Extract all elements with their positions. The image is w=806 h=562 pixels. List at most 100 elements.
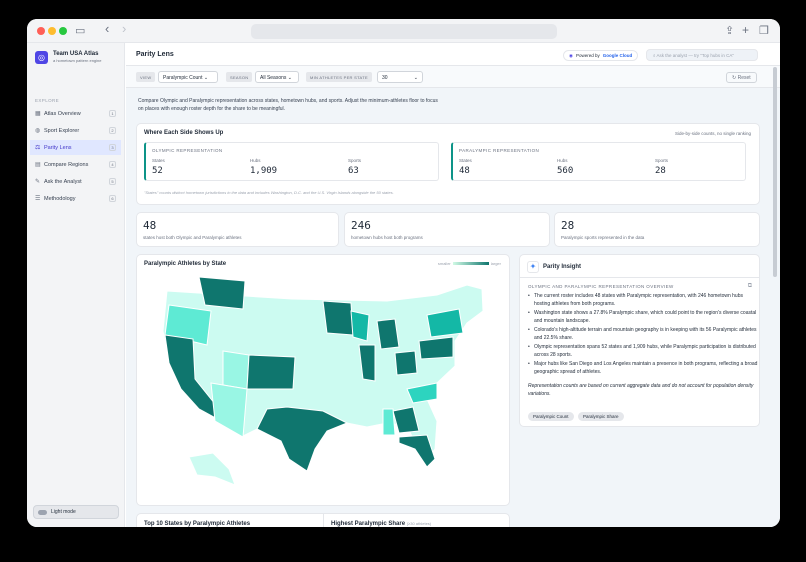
stat-label: Hubs [250,158,261,163]
stat-card-states: 48 states host both Olympic and Paralymp… [136,212,339,247]
back-icon[interactable]: ‹ [105,21,110,36]
globe-icon: ◍ [35,128,41,134]
stat-card-hubs: 246 hometown hubs host both programs [344,212,550,247]
state-washington [198,276,246,310]
light-mode-toggle[interactable]: Light mode [33,505,119,519]
min-athletes-select[interactable]: 30 ⌄ [377,71,423,83]
highest-share-title: Highest Paralympic Share (≥30 athletes) [331,521,431,527]
sidebar-item-label: Ask the Analyst [44,178,82,185]
state-florida [398,434,436,468]
main-content: Parity Lens ◉ Powered by Google Cloud ⌕ … [126,43,780,527]
insight-bullets: The current roster includes 48 states wi… [528,293,758,378]
share-icon[interactable]: ⇪ [725,25,735,37]
state-oregon [164,304,212,346]
legend-low-label: smaller [437,261,451,266]
insight-bullet: The current roster includes 48 states wi… [528,293,758,308]
shortcut-badge: 3 [109,144,116,151]
filter-bar: VIEW Paralympic Count ⌄ SEASON All Seaso… [126,66,780,88]
season-label: SEASON [226,72,253,82]
state-minnesota [322,300,354,336]
stat-number: 48 [143,219,157,232]
season-value: All Seasons [260,75,287,81]
address-bar[interactable] [251,24,557,39]
shortcut-badge: 4 [109,161,116,168]
copy-icon[interactable]: ⧉ [747,283,752,289]
brand-title: Team USA Atlas [53,51,99,57]
sidebar-icon[interactable]: ▭ [75,25,86,37]
close-window-button[interactable] [37,27,45,35]
compare-icon: ▤ [35,162,41,168]
stat-value: 63 [348,166,359,176]
season-select[interactable]: All Seasons ⌄ [255,71,299,83]
nav-section-label: EXPLORE [35,98,60,103]
powered-label: Powered by [575,53,600,58]
insight-heading: OLYMPIC AND PARALYMPIC REPRESENTATION OV… [528,284,674,289]
card-title: Where Each Side Shows Up [144,130,224,136]
ask-placeholder: Ask the analyst — try "Top hubs in CA" [656,53,735,58]
top-states-title: Top 10 States by Paralympic Athletes [144,521,251,527]
stat-value: 28 [655,166,666,176]
state-wisconsin [350,310,370,342]
sidebar-item-parity-lens[interactable]: ⚖ Parity Lens 3 [30,140,121,155]
min-athletes-value: 30 [382,75,388,81]
shortcut-badge: 6 [109,195,116,202]
us-choropleth-map [162,276,484,486]
sidebar-item-compare-regions[interactable]: ▤ Compare Regions 4 [30,157,121,172]
insight-bullet: Olympic representation spans 52 states a… [528,344,758,359]
stat-description: Paralympic sports represented in the dat… [561,235,645,240]
scrollbar[interactable] [773,67,777,277]
olympic-heading: OLYMPIC REPRESENTATION [152,148,223,153]
sidebar-item-atlas-overview[interactable]: ▦ Atlas Overview 1 [30,106,121,121]
chip-paralympic-count[interactable]: Paralympic Count [528,412,574,421]
stat-value: 52 [152,166,163,176]
page-title: Parity Lens [136,51,174,58]
state-new-york [426,308,464,338]
state-ohio [394,350,418,376]
stat-card-sports: 28 Paralympic sports represented in the … [554,212,760,247]
sidebar-item-ask-the-analyst[interactable]: ✎ Ask the Analyst 5 [30,174,121,189]
insight-bullet: Colorado's high-altitude terrain and mou… [528,327,758,342]
ask-analyst-input[interactable]: ⌕ Ask the analyst — try "Top hubs in CA" [646,49,758,61]
map-legend: smaller larger [438,261,501,266]
view-value: Paralympic Count [163,75,203,81]
new-tab-icon[interactable]: + [742,23,750,37]
legend-gradient [452,262,489,266]
divider [520,277,759,278]
state-colorado [246,354,296,390]
tabs-icon[interactable]: ❐ [759,25,769,37]
insight-bullet: Major hubs like San Diego and Los Angele… [528,361,758,376]
state-georgia [392,406,420,434]
stat-label: Hubs [557,158,568,163]
state-arizona [210,382,248,438]
olympic-sports: Sports 63 [348,158,361,176]
minimize-window-button[interactable] [48,27,56,35]
legend-high-label: larger [490,261,501,266]
state-alaska [188,452,236,486]
sidebar-item-label: Compare Regions [44,161,89,168]
paralympic-sports: Sports 28 [655,158,668,176]
min-athletes-label: MIN ATHLETES PER STATE [306,72,372,82]
stat-value: 1,909 [250,166,278,176]
state-michigan [376,318,400,350]
stat-label: Sports [655,158,669,163]
reset-button[interactable]: ↻ Reset [726,72,757,83]
sidebar-item-methodology[interactable]: ☰ Methodology 6 [30,191,121,206]
view-select[interactable]: Paralympic Count ⌄ [158,71,218,83]
map-title: Paralympic Athletes by State [144,261,227,267]
stat-description: states host both Olympic and Paralympic … [143,235,242,240]
chip-paralympic-share[interactable]: Paralympic Share [578,412,624,421]
light-mode-label: Light mode [51,509,76,515]
sidebar-item-label: Atlas Overview [44,110,81,117]
forward-icon[interactable]: › [122,21,127,36]
book-icon: ☰ [35,196,41,202]
stat-label: States [152,158,165,163]
shortcut-badge: 2 [109,127,116,134]
stat-value: 48 [459,166,470,176]
toggle-switch-icon [38,509,47,515]
insight-note: Representation counts are based on curre… [528,383,754,397]
highest-share-label: Highest Paralympic Share [331,521,406,527]
maximize-window-button[interactable] [59,27,67,35]
olympic-states: States 52 [152,158,165,176]
sidebar-item-label: Methodology [44,195,76,202]
sidebar-item-sport-explorer[interactable]: ◍ Sport Explorer 2 [30,123,121,138]
